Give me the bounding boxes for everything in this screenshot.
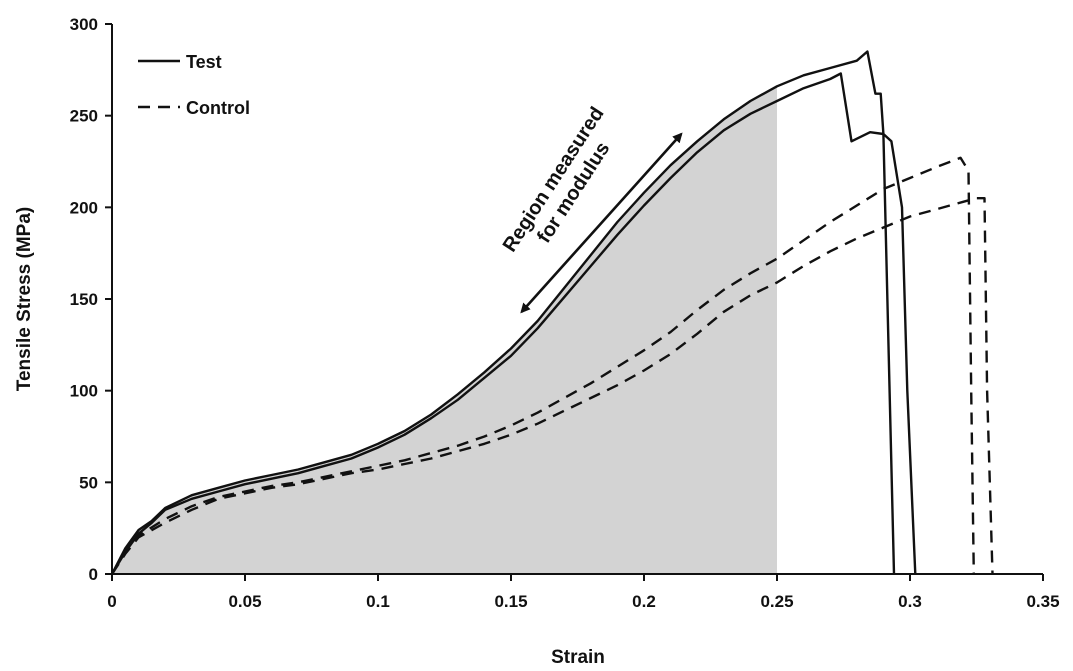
y-tick-label: 50 xyxy=(79,473,98,492)
y-tick-label: 150 xyxy=(70,290,98,309)
x-tick-label: 0.15 xyxy=(494,592,527,611)
legend-label-control: Control xyxy=(186,98,250,118)
x-tick-label: 0.2 xyxy=(632,592,656,611)
legend-label-test: Test xyxy=(186,52,222,72)
y-tick-label: 100 xyxy=(70,382,98,401)
annotation-double-arrow xyxy=(520,132,683,314)
series-line-control-3 xyxy=(110,156,975,575)
x-tick-label: 0.3 xyxy=(898,592,922,611)
y-tick-label: 200 xyxy=(70,198,98,217)
y-tick-label: 0 xyxy=(89,565,98,584)
tick-labels: 0 0.05 0.1 0.15 0.2 0.25 0.3 0.35 0 50 100 150 200 25… xyxy=(70,15,1060,611)
modulus-region-shading xyxy=(112,86,777,575)
x-tick-label: 0 xyxy=(107,592,116,611)
x-axis-title: Strain xyxy=(551,647,605,668)
series-line-control-4 xyxy=(110,197,994,575)
y-tick-label: 300 xyxy=(70,15,98,34)
shaded-region xyxy=(112,86,777,575)
y-tick-label: 250 xyxy=(70,107,98,126)
axes xyxy=(105,23,1044,581)
x-tick-label: 0.1 xyxy=(366,592,390,611)
x-tick-label: 0.25 xyxy=(760,592,793,611)
series-line-test-1 xyxy=(110,50,896,575)
legend: Test Control xyxy=(138,52,250,118)
x-tick-label: 0.05 xyxy=(228,592,261,611)
y-axis-title: Tensile Stress (MPa) xyxy=(14,207,35,391)
x-tick-label: 0.35 xyxy=(1026,592,1059,611)
